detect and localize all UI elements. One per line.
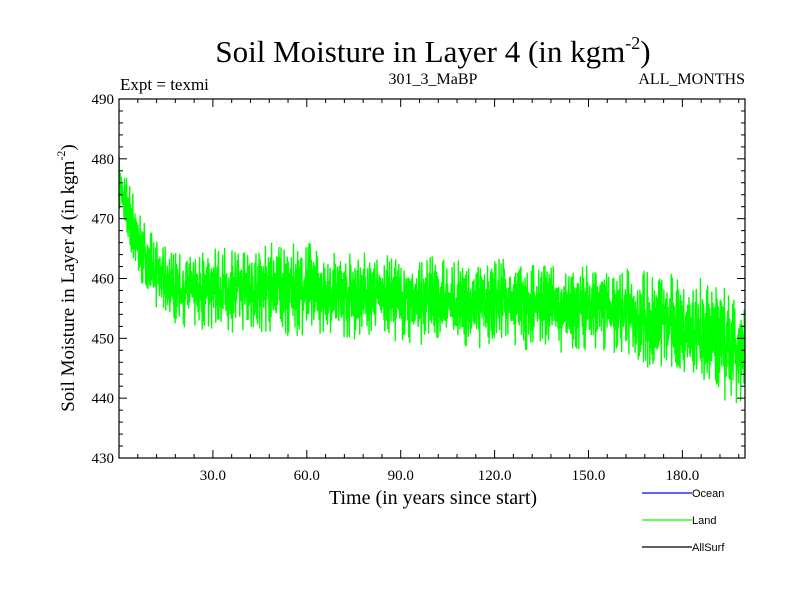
x-tick-label: 150.0	[572, 468, 606, 484]
legend-label-ocean: Ocean	[692, 488, 724, 500]
months-label: ALL_MONTHS	[638, 71, 745, 88]
y-tick-label: 470	[92, 212, 115, 228]
axis-tick-labels: 30.0 60.0 90.0 120.0 150.0 180.0 430 440 450 460 4…	[92, 92, 700, 484]
experiment-label: Expt = texmi	[120, 75, 209, 94]
x-tick-label: 180.0	[666, 468, 700, 484]
y-tick-label: 490	[92, 92, 115, 108]
y-tick-label: 460	[92, 272, 115, 288]
x-tick-label: 60.0	[294, 468, 320, 484]
run-id-label: 301_3_MaBP	[389, 71, 478, 88]
y-axis-label: Soil Moisture in Layer 4 (in kgm-2)	[54, 144, 79, 412]
x-tick-label: 90.0	[388, 468, 414, 484]
legend-label-land: Land	[692, 515, 716, 527]
y-tick-label: 450	[92, 331, 115, 347]
y-tick-label: 480	[92, 152, 115, 168]
legend-label-allsurf: AllSurf	[692, 542, 725, 554]
x-tick-label: 30.0	[200, 468, 226, 484]
x-tick-label: 120.0	[478, 468, 512, 484]
y-tick-label: 430	[92, 451, 115, 467]
axis-ticks	[118, 98, 745, 459]
chart-title: Soil Moisture in Layer 4 (in kgm-2)	[215, 33, 650, 69]
x-axis-label: Time (in years since start)	[329, 487, 537, 509]
legend: Ocean Land AllSurf	[642, 488, 725, 554]
y-tick-label: 440	[92, 391, 115, 407]
series-line-land	[118, 156, 746, 404]
